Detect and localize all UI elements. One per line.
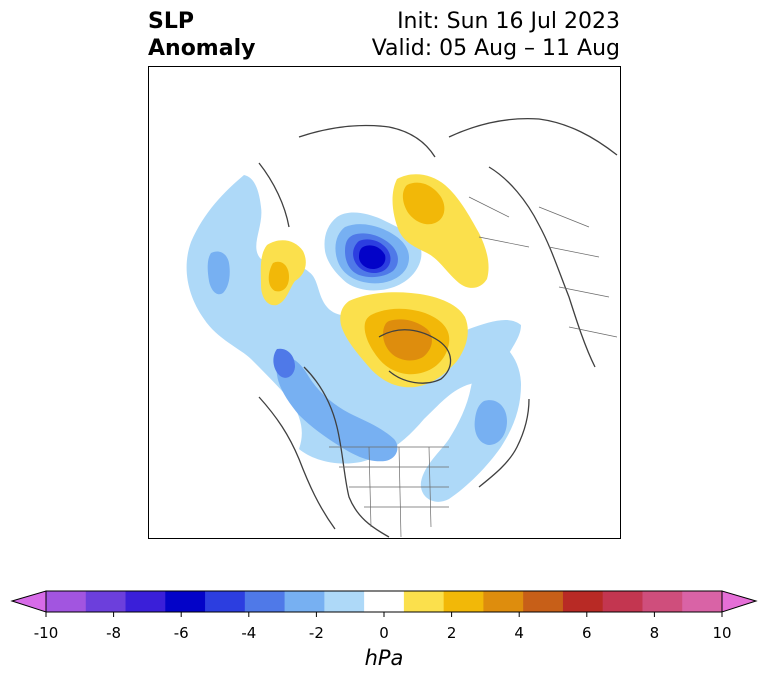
init-date: Init: Sun 16 Jul 2023 xyxy=(397,9,620,34)
colorbar-segment xyxy=(85,591,127,612)
colorbar-segment xyxy=(602,591,643,612)
colorbar-tick-label: 0 xyxy=(379,624,389,642)
colorbar-segment xyxy=(244,591,286,612)
colorbar-segment xyxy=(324,591,365,612)
colorbar-segment xyxy=(364,591,405,612)
colorbar-segment xyxy=(46,591,87,612)
colorbar-segment xyxy=(165,591,206,612)
valid-range: Valid: 05 Aug – 11 Aug xyxy=(371,36,620,61)
positive-core-pacific-coast xyxy=(268,261,289,292)
colorbar-segment xyxy=(682,591,723,612)
title-variable: SLP xyxy=(148,9,194,34)
colorbar-segment xyxy=(642,591,683,612)
colorbar-segment xyxy=(125,591,166,612)
colorbar-tick-label: 6 xyxy=(582,624,592,642)
negative-core-atlantic xyxy=(474,400,507,445)
negative-core-west xyxy=(207,251,230,295)
colorbar-tick-label: -2 xyxy=(308,624,324,642)
colorbar-segment xyxy=(443,591,484,612)
colorbar-tick-label: -4 xyxy=(241,624,257,642)
colorbar xyxy=(10,590,758,617)
borders xyxy=(329,196,618,538)
colorbar-tick-label: 4 xyxy=(514,624,524,642)
coastlines xyxy=(258,117,618,538)
colorbar-low-extension xyxy=(10,590,47,613)
negative-core-canada xyxy=(276,357,398,462)
negative-core-pacific xyxy=(273,348,295,378)
colorbar-tick-label: 2 xyxy=(446,624,457,642)
colorbar-tick-label: -6 xyxy=(173,624,189,642)
positive-core-siberia xyxy=(402,182,445,225)
arctic-low-core xyxy=(359,245,386,269)
colorbar-segment xyxy=(205,591,246,612)
title-left: SLP Anomaly xyxy=(148,8,255,62)
title-right: Init: Sun 16 Jul 2023 Valid: 05 Aug – 11… xyxy=(372,8,620,62)
colorbar-unit-label: hPa xyxy=(364,646,404,670)
colorbar-tick-label: -10 xyxy=(33,624,59,642)
colorbar-segment xyxy=(562,591,604,612)
colorbar-segment xyxy=(403,591,445,612)
map-panel xyxy=(148,66,621,539)
negative-region-atlantic xyxy=(420,339,521,502)
colorbar-segment xyxy=(523,591,564,612)
positive-center-greenland xyxy=(383,319,432,361)
anomaly-map xyxy=(149,67,620,538)
colorbar-tick-label: 8 xyxy=(649,624,660,642)
title-type: Anomaly xyxy=(148,36,256,61)
colorbar-tick-label: -8 xyxy=(106,624,122,642)
colorbar-high-extension xyxy=(721,590,758,613)
colorbar-tick-label: 10 xyxy=(712,624,732,642)
colorbar-segment xyxy=(284,591,325,612)
colorbar-segment xyxy=(483,591,524,612)
